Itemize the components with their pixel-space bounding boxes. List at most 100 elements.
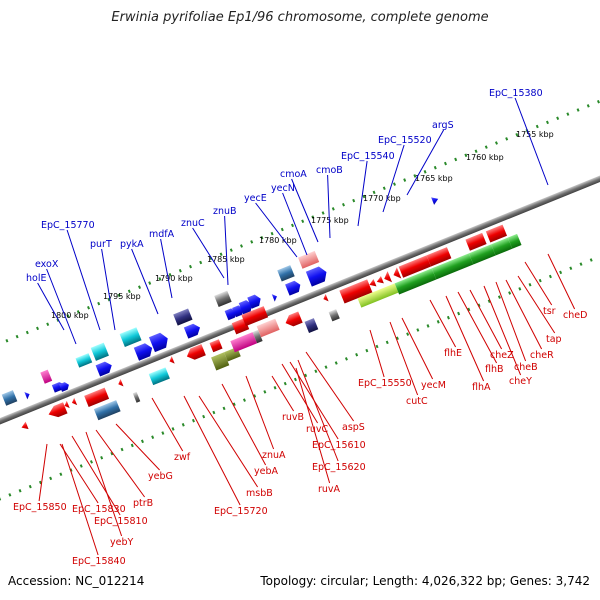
gene-label-purT[interactable]: purT bbox=[90, 239, 112, 250]
gene-label-EpC_15520[interactable]: EpC_15520 bbox=[378, 135, 432, 146]
gene-leader-line bbox=[469, 289, 503, 350]
gene-label-znuC[interactable]: znuC bbox=[181, 218, 205, 229]
gene-leader-line bbox=[221, 383, 267, 466]
gene-leader-line bbox=[282, 192, 308, 256]
gene-leader-line bbox=[457, 291, 498, 364]
gene-leader-line bbox=[198, 395, 259, 488]
gene-leader-line bbox=[245, 375, 275, 450]
gene-leader-line bbox=[38, 443, 48, 502]
genome-stats-text: Topology: circular; Length: 4,026,322 bp… bbox=[260, 574, 590, 588]
gene-label-ptrB[interactable]: ptrB bbox=[133, 498, 153, 509]
gene-label-cmoA[interactable]: cmoA bbox=[280, 169, 307, 180]
gene-leader-line bbox=[281, 363, 319, 424]
gene-label-EpC_15610[interactable]: EpC_15610 bbox=[312, 440, 366, 451]
gene-label-EpC_15830[interactable]: EpC_15830 bbox=[72, 504, 126, 515]
gene-leader-line bbox=[369, 329, 385, 378]
gene-label-cmoB[interactable]: cmoB bbox=[316, 165, 343, 176]
gene-label-ruvB[interactable]: ruvB bbox=[282, 412, 304, 423]
gene-leader-line bbox=[429, 299, 457, 348]
gene-label-ruvA[interactable]: ruvA bbox=[318, 484, 341, 495]
gene-label-yebA[interactable]: yebA bbox=[254, 466, 278, 477]
gene-leader-line bbox=[255, 202, 298, 258]
gene-leader-line bbox=[192, 227, 225, 279]
gene-leader-line bbox=[61, 443, 99, 556]
gene-label-yecE[interactable]: yecE bbox=[244, 193, 267, 204]
kbp-tick-labels: 1800 kbp 1795 kbp 1790 kbp 1785 kbp 1780 kbp… bbox=[51, 130, 554, 320]
gene-leader-line bbox=[495, 281, 527, 362]
gene-label-EpC_15810[interactable]: EpC_15810 bbox=[94, 516, 148, 527]
gene-leader-line bbox=[295, 367, 331, 484]
kbp-tick-label: 1780 kbp bbox=[259, 236, 297, 245]
gene-label-flhE[interactable]: flhE bbox=[444, 348, 462, 359]
gene-label-yecN[interactable]: yecN bbox=[271, 183, 295, 194]
gene-label-zwf[interactable]: zwf bbox=[174, 452, 191, 463]
gene-leader-line bbox=[71, 435, 121, 516]
gene-label-pykA[interactable]: pykA bbox=[120, 239, 144, 250]
gene-leader-line bbox=[183, 395, 241, 506]
gene-label-flhB[interactable]: flhB bbox=[485, 364, 504, 375]
gene-label-tsr[interactable]: tsr bbox=[543, 306, 556, 317]
gene-leader-line bbox=[517, 275, 556, 334]
gene-label-exoX[interactable]: exoX bbox=[35, 259, 59, 270]
gene-leader-line bbox=[389, 321, 419, 396]
gene-label-EpC_15540[interactable]: EpC_15540 bbox=[341, 151, 395, 162]
gene-leader-line bbox=[382, 144, 405, 213]
kbp-tick-label: 1775 kbp bbox=[311, 216, 349, 225]
gene-label-cheY[interactable]: cheY bbox=[509, 376, 532, 387]
gene-leader-line bbox=[505, 279, 543, 350]
gene-label-cheD[interactable]: cheD bbox=[563, 310, 587, 321]
map-title: Erwinia pyrifoliae Ep1/96 chromosome, co… bbox=[111, 10, 489, 25]
gene-label-EpC_15840[interactable]: EpC_15840 bbox=[72, 556, 126, 567]
gene-label-EpC_15720[interactable]: EpC_15720 bbox=[214, 506, 268, 517]
gene-label-EpC_15380[interactable]: EpC_15380 bbox=[489, 88, 543, 99]
gene-label-znuA[interactable]: znuA bbox=[262, 450, 286, 461]
kbp-tick-label: 1770 kbp bbox=[363, 194, 401, 203]
gene-leader-line bbox=[271, 375, 295, 412]
accession-text: Accession: NC_012214 bbox=[8, 574, 145, 588]
gene-label-ruvC[interactable]: ruvC bbox=[306, 424, 329, 435]
kbp-tick-label: 1760 kbp bbox=[466, 153, 504, 162]
gene-leader-line bbox=[85, 431, 123, 537]
gene-label-holE[interactable]: holE bbox=[26, 273, 46, 284]
gene-label-cheZ[interactable]: cheZ bbox=[490, 350, 514, 361]
gene-leader-line bbox=[160, 238, 173, 299]
gene-label-yecM[interactable]: yecM bbox=[421, 380, 446, 391]
gene-label-flhA[interactable]: flhA bbox=[472, 382, 491, 393]
gene-leader-line bbox=[151, 397, 184, 452]
gene-label-yebG[interactable]: yebG bbox=[148, 471, 173, 482]
gene-label-cutC[interactable]: cutC bbox=[406, 396, 428, 407]
gene-leader-line bbox=[224, 215, 229, 286]
kbp-tick-label: 1785 kbp bbox=[207, 255, 245, 264]
gene-label-yebY[interactable]: yebY bbox=[110, 537, 133, 548]
gene-label-EpC_15620[interactable]: EpC_15620 bbox=[312, 462, 366, 473]
kbp-tick-label: 1755 kbp bbox=[516, 130, 554, 139]
gene-leader-line bbox=[297, 359, 339, 462]
gene-label-tap[interactable]: tap bbox=[546, 334, 562, 345]
gene-leader-line bbox=[59, 443, 99, 504]
gene-label-argS[interactable]: argS bbox=[432, 120, 454, 131]
gene-leader-line bbox=[327, 174, 331, 239]
gene-label-cheR[interactable]: cheR bbox=[530, 350, 554, 361]
gene-leader-line bbox=[445, 295, 485, 382]
gene-label-EpC_15850[interactable]: EpC_15850 bbox=[13, 502, 67, 513]
gene-label-EpC_15770[interactable]: EpC_15770 bbox=[41, 220, 95, 231]
gene-label-mdfA[interactable]: mdfA bbox=[149, 229, 175, 240]
chromosome-backbone bbox=[0, 139, 600, 461]
gene-label-znuB[interactable]: znuB bbox=[213, 206, 237, 217]
gene-label-EpC_15550[interactable]: EpC_15550 bbox=[358, 378, 412, 389]
gene-leader-line bbox=[357, 160, 368, 227]
gene-leader-line bbox=[101, 248, 116, 331]
gene-leader-line bbox=[95, 429, 146, 498]
gene-label-cheB[interactable]: cheB bbox=[514, 362, 538, 373]
gene-leader-line bbox=[291, 178, 319, 243]
gene-leader-line bbox=[37, 282, 65, 331]
gene-leader-line bbox=[46, 268, 77, 345]
reverse-strand-features bbox=[21, 224, 522, 430]
gene-leader-line bbox=[514, 97, 549, 186]
gene-label-aspS[interactable]: aspS bbox=[342, 422, 365, 433]
gene-label-msbB[interactable]: msbB bbox=[246, 488, 273, 499]
gene-leader-line bbox=[406, 129, 445, 196]
gene-leader-line bbox=[66, 229, 101, 331]
gene-leader-line bbox=[401, 317, 434, 380]
gene-leader-line bbox=[305, 351, 355, 422]
